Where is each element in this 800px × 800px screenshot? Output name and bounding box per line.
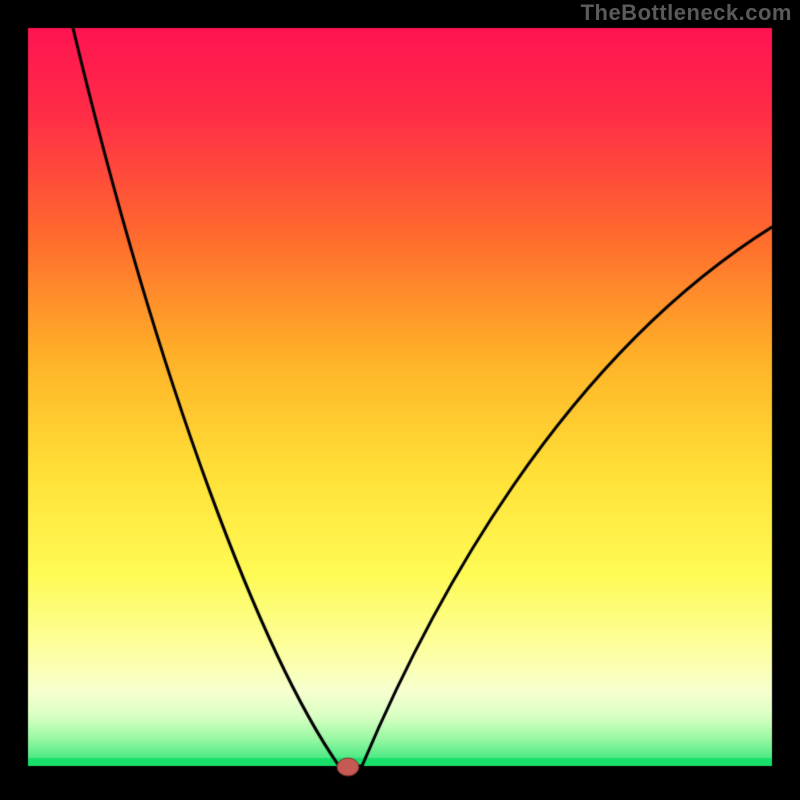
chart-stage: TheBottleneck.com [0, 0, 800, 800]
chart-canvas [0, 0, 800, 800]
